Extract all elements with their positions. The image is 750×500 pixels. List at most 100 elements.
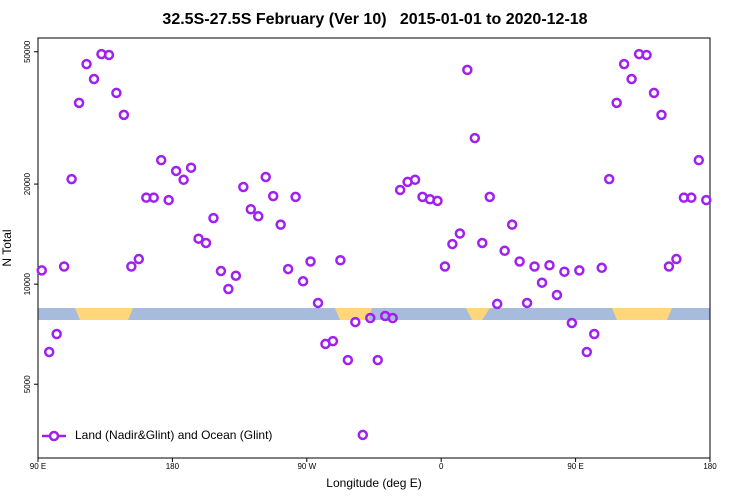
data-point <box>215 265 227 277</box>
data-point <box>312 297 324 309</box>
data-point <box>365 312 376 324</box>
data-point <box>589 328 600 340</box>
data-point <box>357 429 369 441</box>
data-point <box>223 283 234 295</box>
data-point <box>581 346 593 358</box>
data-point <box>133 253 145 265</box>
data-point <box>469 132 481 144</box>
data-point <box>81 58 92 70</box>
data-point <box>574 265 585 276</box>
data-point <box>641 49 652 61</box>
plot-frame <box>37 37 711 459</box>
data-point <box>499 245 510 257</box>
surface-band <box>38 308 710 320</box>
x-tick-label: 90 W <box>297 462 316 471</box>
data-point <box>626 73 637 85</box>
data-point <box>372 354 383 366</box>
data-point <box>671 253 682 265</box>
data-point <box>477 237 488 249</box>
legend-label: Land (Nadir&Glint) and Ocean (Glint) <box>75 428 272 442</box>
data-point <box>596 262 607 274</box>
data-point <box>43 346 55 358</box>
data-point <box>529 261 540 272</box>
data-point <box>536 277 548 288</box>
data-point <box>36 265 47 276</box>
data-point <box>648 87 660 99</box>
data-point <box>656 109 667 121</box>
y-tick-label: 50000 <box>23 40 32 63</box>
glint-band <box>466 308 490 320</box>
y-tick-label: 5000 <box>23 375 32 393</box>
data-point <box>514 256 525 267</box>
data-point <box>51 328 62 340</box>
data-point <box>58 261 70 272</box>
y-tick-label: 10000 <box>23 272 32 295</box>
y-axis-label: N Total <box>0 229 14 266</box>
data-point <box>73 97 85 109</box>
data-point <box>297 276 309 287</box>
data-point <box>267 190 279 202</box>
data-point <box>66 173 77 185</box>
ocean-band <box>38 308 710 320</box>
data-point <box>111 87 122 99</box>
data-point <box>200 237 212 249</box>
data-point <box>409 174 421 186</box>
data-point <box>290 191 301 203</box>
data-point <box>686 192 697 203</box>
data-point <box>447 238 458 250</box>
data-point <box>178 174 189 186</box>
y-tick-label: 20000 <box>23 172 32 195</box>
data-point <box>275 219 286 230</box>
data-point <box>163 194 174 206</box>
data-point <box>701 194 712 206</box>
data-point <box>327 335 339 347</box>
x-tick-label: 180 <box>703 462 717 471</box>
data-point <box>521 297 533 309</box>
data-point <box>491 298 503 310</box>
data-point <box>454 228 466 239</box>
x-tick-label: 90 E <box>567 462 583 471</box>
data-point <box>148 192 159 203</box>
data-point <box>155 154 167 166</box>
data-point <box>394 184 406 196</box>
data-point <box>88 73 100 85</box>
chart-title: 32.5S-27.5S February (Ver 10) 2015-01-01… <box>162 11 587 28</box>
data-point <box>506 219 518 230</box>
data-point <box>208 212 219 224</box>
data-point <box>462 64 473 76</box>
data-point <box>544 259 555 271</box>
data-point <box>484 191 495 203</box>
data-point <box>126 261 137 272</box>
data-point <box>663 261 675 272</box>
glint-band <box>335 308 372 320</box>
data-point <box>193 233 204 244</box>
data-point <box>282 263 294 275</box>
x-tick-label: 90 E <box>30 462 46 471</box>
x-tick-label: 180 <box>166 462 180 471</box>
data-point <box>350 316 361 328</box>
data-point <box>432 195 443 207</box>
data-point <box>245 203 257 215</box>
data-point <box>260 171 271 183</box>
data-point <box>253 211 264 222</box>
data-point <box>230 270 242 281</box>
legend-marker <box>48 430 60 442</box>
data-point <box>335 255 346 266</box>
data-point <box>559 266 570 277</box>
data-point <box>305 256 316 267</box>
data-point <box>185 162 197 173</box>
data-point <box>387 312 398 324</box>
x-axis-label: Longitude (deg E) <box>326 476 421 490</box>
data-point <box>603 173 615 185</box>
data-point <box>118 109 130 121</box>
x-tick-label: 0 <box>439 462 444 471</box>
glint-band <box>612 308 672 320</box>
data-point <box>103 49 115 61</box>
data-point <box>566 317 578 329</box>
data-point <box>618 58 630 70</box>
data-point <box>611 97 622 109</box>
data-point <box>170 165 182 177</box>
data-point <box>551 289 563 301</box>
data-point <box>238 181 249 193</box>
